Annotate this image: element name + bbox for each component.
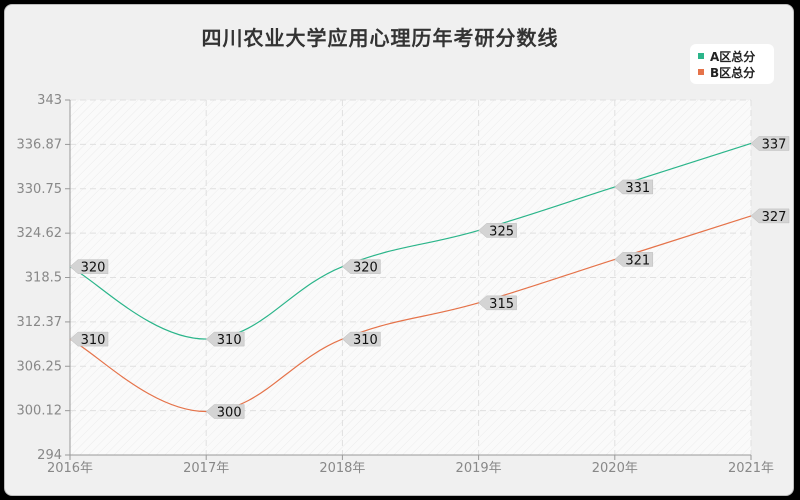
data-label: 320 — [342, 259, 381, 276]
x-tick-label: 2018年 — [319, 461, 365, 476]
legend-swatch-a — [698, 53, 704, 59]
svg-text:310: 310 — [353, 333, 378, 348]
legend-item-a[interactable]: A区总分 — [698, 48, 766, 64]
legend-item-b[interactable]: B区总分 — [698, 64, 766, 80]
data-label: 337 — [750, 136, 790, 152]
y-tick-label: 330.75 — [17, 182, 63, 197]
data-label: 320 — [69, 259, 109, 276]
x-tick-label: 2021年 — [728, 461, 774, 476]
svg-text:300: 300 — [217, 406, 242, 421]
y-tick-label: 318.5 — [25, 271, 62, 286]
y-tick-label: 324.62 — [17, 226, 63, 241]
y-tick-label: 336.87 — [17, 137, 63, 152]
svg-text:320: 320 — [81, 261, 106, 276]
data-label: 300 — [205, 404, 245, 421]
svg-text:310: 310 — [217, 333, 242, 348]
data-label: 315 — [478, 295, 517, 312]
y-tick-label: 343 — [37, 93, 62, 108]
y-tick-label: 300.12 — [17, 404, 63, 419]
legend-swatch-b — [698, 69, 704, 75]
svg-text:337: 337 — [762, 137, 787, 152]
svg-text:331: 331 — [625, 181, 650, 196]
data-label: 325 — [478, 223, 517, 239]
x-tick-label: 2017年 — [183, 461, 229, 476]
data-label: 310 — [69, 331, 109, 348]
svg-text:315: 315 — [489, 297, 514, 312]
svg-text:327: 327 — [762, 210, 787, 225]
legend-label-b: B区总分 — [710, 65, 756, 80]
legend: A区总分 B区总分 — [690, 44, 774, 84]
y-tick-label: 306.25 — [17, 359, 63, 374]
svg-text:310: 310 — [81, 333, 106, 348]
data-label: 310 — [342, 331, 381, 348]
x-tick-label: 2019年 — [456, 461, 502, 476]
x-tick-label: 2016年 — [47, 461, 93, 476]
x-tick-label: 2020年 — [592, 461, 638, 476]
legend-label-a: A区总分 — [710, 49, 756, 64]
data-label: 310 — [205, 331, 245, 348]
data-label: 331 — [614, 179, 654, 196]
y-tick-label: 312.37 — [17, 315, 63, 330]
svg-text:325: 325 — [489, 224, 514, 239]
data-label: 321 — [614, 252, 654, 268]
y-tick-label: 294 — [37, 448, 62, 463]
chart-title: 四川农业大学应用心理历年考研分数线 — [201, 26, 559, 50]
svg-text:320: 320 — [353, 261, 378, 276]
svg-text:321: 321 — [625, 253, 650, 268]
data-label: 327 — [750, 208, 790, 225]
